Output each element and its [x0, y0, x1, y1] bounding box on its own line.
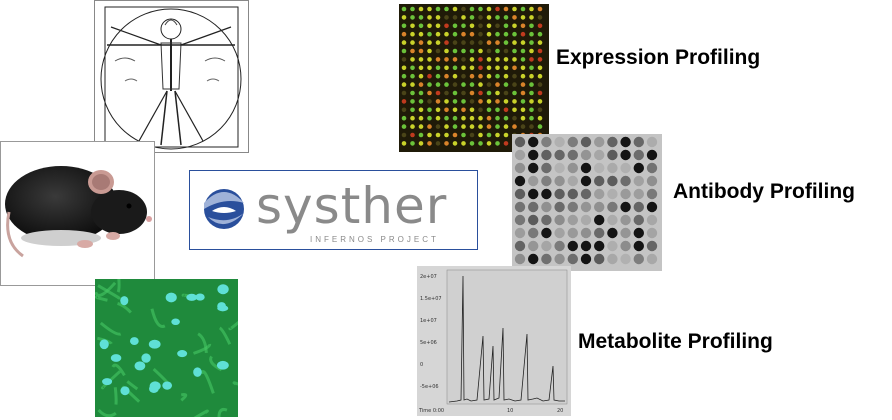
- systher-swirl-icon: [204, 189, 244, 229]
- brand-name: systher: [256, 177, 448, 235]
- x-tick: 10: [507, 408, 513, 414]
- systher-logo: systher INFERNOS PROJECT: [189, 170, 478, 250]
- chromatogram-image: 2e+07 1.5e+07 1e+07 5e+06 0 -5e+06 Time …: [417, 266, 571, 416]
- x-tick: Time 0:00: [418, 408, 444, 414]
- y-tick: 1.5e+07: [420, 296, 442, 302]
- y-tick: -5e+06: [420, 384, 439, 390]
- antibody-profiling-label: Antibody Profiling: [673, 180, 855, 203]
- x-tick: 20: [557, 408, 563, 414]
- y-tick: 2e+07: [420, 274, 437, 280]
- mouse-image: [0, 141, 155, 286]
- dna-microarray-image: [399, 4, 549, 152]
- metabolite-profiling-label: Metabolite Profiling: [578, 330, 773, 353]
- antibody-array-image: [512, 134, 662, 271]
- y-tick: 0: [420, 362, 423, 368]
- brand-subtitle: INFERNOS PROJECT: [310, 235, 439, 244]
- y-tick: 1e+07: [420, 318, 437, 324]
- expression-profiling-label: Expression Profiling: [556, 46, 761, 69]
- vitruvian-man-image: [94, 0, 249, 153]
- y-tick: 5e+06: [420, 340, 437, 346]
- cell-fluorescence-image: [95, 279, 238, 417]
